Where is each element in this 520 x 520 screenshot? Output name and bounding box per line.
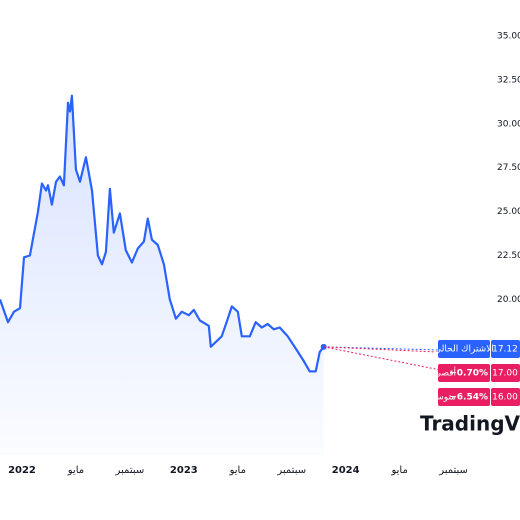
target-name: أقصى — [434, 367, 456, 379]
value-badge — [491, 340, 520, 358]
area — [0, 95, 324, 455]
x-tick-label: مايو — [229, 465, 246, 476]
x-tick-label: سبتمبر — [438, 465, 468, 476]
current-name: الاشتراك الحالي — [434, 345, 494, 355]
y-tick-label: 32.50 — [497, 75, 520, 85]
x-tick-label: سبتمبر — [115, 465, 145, 476]
value-badge-label: 17.00 — [492, 369, 518, 379]
projection-current — [323, 346, 439, 351]
y-tick-label: 27.50 — [497, 163, 520, 173]
name-badge — [438, 340, 490, 358]
target-change: −6.54% — [449, 393, 488, 403]
y-tick-label: 25.00 — [497, 207, 520, 217]
value-badge — [491, 388, 520, 406]
x-tick-label: 2024 — [332, 465, 360, 476]
x-tick-label: 2022 — [8, 465, 36, 476]
x-tick-label: سبتمبر — [276, 465, 306, 476]
y-tick-label: 22.50 — [497, 251, 520, 261]
logo: TradingView — [420, 412, 520, 436]
target-change: −0.70% — [449, 369, 488, 379]
name-badge — [438, 388, 490, 406]
projection-target — [323, 346, 439, 353]
x-tick-label: 2023 — [170, 465, 198, 476]
projection-target — [323, 346, 439, 371]
target-name: متوسط — [428, 393, 456, 403]
y-tick-label: 30.00 — [497, 119, 520, 129]
x-tick-label: مايو — [390, 465, 407, 476]
x-tick-label: مايو — [67, 465, 84, 476]
y-tick-label: 35.00 — [497, 31, 520, 41]
value-badge-label: 16.00 — [492, 393, 518, 403]
name-badge — [438, 364, 490, 382]
price-line — [0, 94, 325, 373]
value-badge-label: 17.12 — [492, 345, 518, 355]
value-badge — [491, 364, 520, 382]
y-tick-label: 20.00 — [497, 295, 520, 305]
